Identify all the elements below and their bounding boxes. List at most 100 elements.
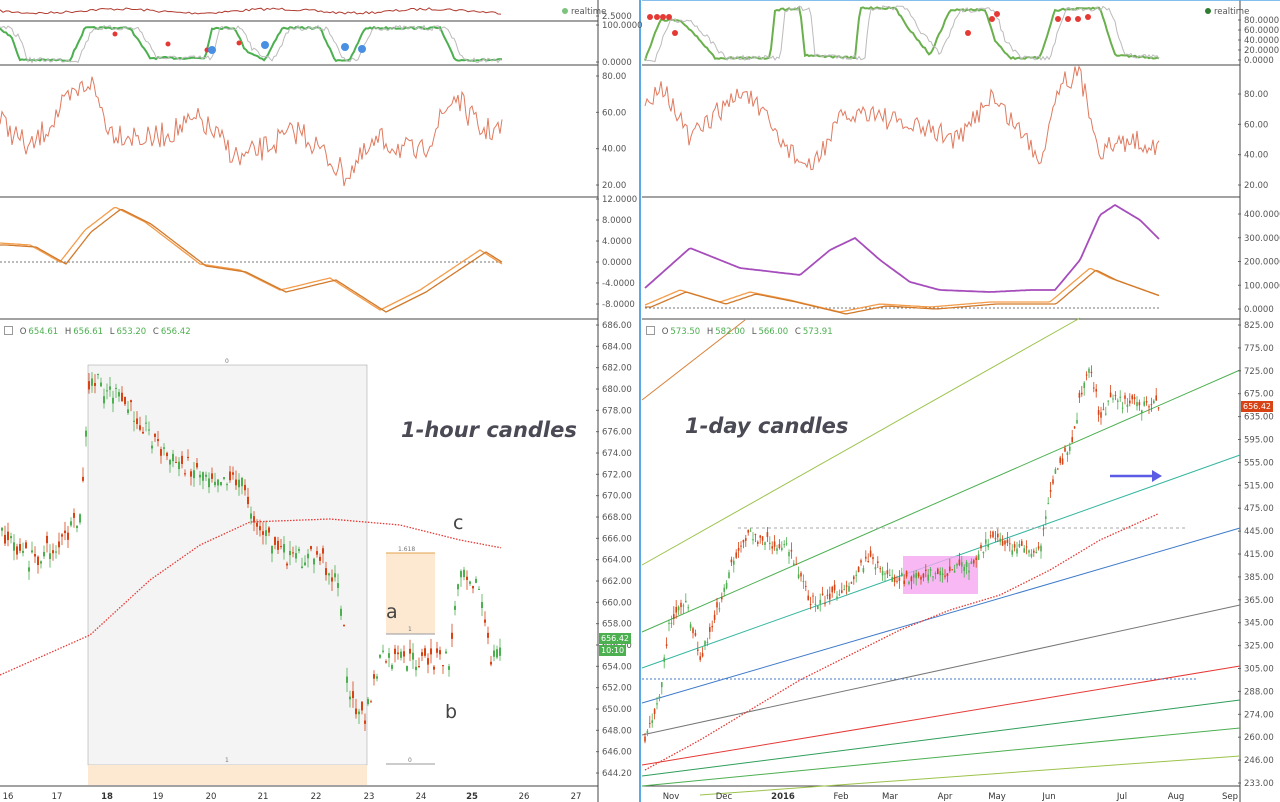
left-candle-body: [22, 550, 24, 553]
wave-label-c[interactable]: c: [453, 512, 464, 534]
right-price-axis-label: 274.00: [1244, 710, 1274, 720]
right-candle-body: [764, 542, 766, 546]
collapse-legend-icon[interactable]: [4, 326, 13, 335]
left-candle-body: [397, 652, 399, 655]
right-candle-body: [934, 573, 937, 575]
right-candle-body: [725, 582, 728, 589]
left-rsi-axis-label: 20.00: [602, 181, 626, 191]
right-candle-body: [649, 722, 651, 724]
left-time-label: 26: [519, 792, 530, 802]
left-candle-body: [151, 445, 153, 449]
left-price-axis-label: 650.00: [602, 705, 632, 715]
ohlc-close-value: 656.42: [160, 327, 191, 337]
right-candle-body: [913, 574, 915, 578]
right-candle-body: [1066, 452, 1069, 455]
right-macd-axis-label: 200.0000: [1244, 258, 1280, 268]
ohlc-open-label: O: [661, 327, 669, 337]
right-stoch-marker: [994, 11, 1000, 17]
left-fib-bottom-band: [88, 765, 367, 785]
right-rsi-axis-label: 20.00: [1244, 181, 1268, 191]
right-candle-body: [841, 590, 843, 593]
right-candle-body: [771, 546, 773, 549]
right-macd-signal-line: [645, 269, 1160, 315]
right-candle-body: [929, 569, 932, 571]
left-candle-body: [499, 647, 501, 656]
left-candle-body: [325, 568, 327, 576]
right-last-price-tag: 656.42: [1241, 401, 1273, 412]
right-candle-body: [680, 602, 682, 608]
right-candle-body: [975, 557, 977, 560]
right-macd-axis-label: 300.0000: [1244, 234, 1280, 244]
right-macd-line: [644, 267, 1160, 313]
left-candle-body: [70, 521, 72, 526]
left-top-oscillator-line: [0, 7, 502, 15]
left-candle-body: [163, 447, 165, 449]
right-candle-body: [795, 564, 797, 566]
right-candle-body: [653, 709, 656, 714]
left-candle-body: [211, 473, 213, 479]
left-candle-body: [169, 459, 171, 465]
right-candle-body: [677, 606, 680, 611]
right-candle-body: [946, 573, 949, 577]
right-candle-body: [1054, 469, 1057, 474]
right-candle-body: [783, 544, 785, 546]
left-time-label: 16: [3, 792, 14, 802]
collapse-legend-icon[interactable]: [646, 326, 655, 335]
right-candle-body: [1143, 401, 1145, 406]
annotation-1-day[interactable]: 1-day candles: [685, 414, 849, 438]
left-candle-body: [103, 396, 105, 404]
right-candle-body: [1061, 458, 1064, 465]
right-realtime-legend[interactable]: realtime: [1205, 7, 1249, 17]
right-candle-body: [889, 574, 891, 576]
right-candle-body: [656, 703, 658, 705]
right-candle-body: [896, 580, 898, 582]
wave-label-b[interactable]: b: [445, 701, 458, 723]
left-candle-body: [7, 531, 9, 541]
left-candle-body: [208, 478, 210, 488]
left-candle-body: [412, 652, 414, 660]
right-candle-body: [1081, 392, 1083, 395]
left-candle-body: [205, 474, 207, 477]
left-candle-body: [160, 449, 162, 456]
right-rsi-line: [644, 65, 1160, 171]
annotation-1-hour[interactable]: 1-hour candles: [401, 418, 577, 442]
right-candle-body: [781, 547, 783, 551]
left-rect-label-bottom: 1: [225, 757, 229, 764]
right-candle-body: [893, 576, 896, 582]
right-candle-body: [740, 545, 742, 547]
right-candle-body: [723, 587, 725, 592]
left-candle-body: [304, 562, 306, 566]
left-candle-body: [43, 551, 45, 557]
left-candle-body: [331, 577, 333, 582]
right-candle-body: [651, 720, 653, 723]
left-candle-body: [40, 561, 42, 564]
right-candle-body: [831, 586, 833, 593]
left-ohlc-legend: O 654.61 H 656.61 L 653.20 C 656.42: [4, 326, 195, 337]
left-candle-body: [484, 619, 486, 623]
right-candle-body: [706, 641, 709, 643]
left-candle-body: [73, 512, 75, 518]
left-rect-label-top: 0: [225, 358, 229, 365]
right-stoch-marker: [1065, 16, 1071, 22]
right-candle-body: [1045, 516, 1047, 519]
wave-label-a[interactable]: a: [386, 601, 398, 623]
right-candle-body: [881, 570, 884, 576]
right-candle-body: [687, 607, 689, 609]
left-candle-body: [79, 514, 81, 523]
left-candle-body: [430, 648, 432, 655]
left-candle-body: [112, 397, 114, 404]
right-candle-body: [665, 644, 668, 646]
right-candle-body: [699, 656, 701, 660]
left-candle-body: [478, 588, 480, 590]
right-candle-body: [1114, 395, 1117, 397]
right-candle-body: [908, 581, 910, 584]
right-price-axis-label: 635.00: [1244, 413, 1274, 423]
left-realtime-legend[interactable]: realtime: [562, 7, 606, 17]
left-candle-body: [145, 422, 147, 424]
right-candle-body: [939, 571, 941, 576]
left-macd-signal-line: [0, 208, 503, 313]
right-candle-body: [953, 570, 956, 573]
left-candle-body: [232, 472, 234, 475]
left-candle-body: [46, 535, 48, 544]
